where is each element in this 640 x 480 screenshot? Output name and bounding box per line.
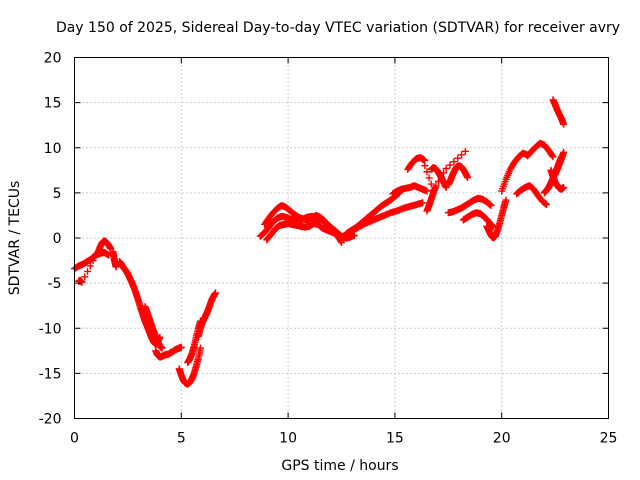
data-point xyxy=(350,231,358,239)
y-tick-label: 10 xyxy=(44,141,62,157)
data-point xyxy=(450,158,458,166)
series-seg9 xyxy=(194,289,219,340)
data-point xyxy=(454,154,462,162)
x-tick-label: 5 xyxy=(177,431,186,447)
data-point xyxy=(560,148,568,156)
data-point xyxy=(89,257,97,265)
series-seg7 xyxy=(175,344,205,388)
series-seg3 xyxy=(109,248,120,271)
chart-title: Day 150 of 2025, Sidereal Day-to-day VTE… xyxy=(56,20,620,36)
data-point xyxy=(442,165,450,173)
data-point xyxy=(502,196,510,204)
y-axis-ticks: -20 -15 -10 -5 0 5 10 15 20 xyxy=(39,51,609,428)
data-point xyxy=(560,183,568,191)
series-seg5 xyxy=(141,303,166,352)
series-seg27 xyxy=(547,166,568,193)
series-seg24 xyxy=(513,182,551,209)
data-point xyxy=(543,201,551,209)
series-seg29 xyxy=(551,148,568,179)
data-point xyxy=(425,174,433,182)
data-point xyxy=(488,222,496,230)
x-tick-label: 25 xyxy=(600,431,618,447)
grid-lines xyxy=(74,57,609,419)
data-point xyxy=(487,202,495,210)
data-point xyxy=(78,278,86,286)
x-axis-ticks: 0 5 10 15 20 25 xyxy=(70,57,618,447)
series-seg6 xyxy=(152,343,185,361)
data-point xyxy=(434,178,442,186)
y-tick-label: 0 xyxy=(53,231,62,247)
series-seg30 xyxy=(419,147,469,194)
data-point xyxy=(423,168,431,176)
x-tick-label: 10 xyxy=(279,431,297,447)
y-tick-label: 20 xyxy=(44,51,62,67)
x-tick-label: 20 xyxy=(493,431,511,447)
y-tick-label: -15 xyxy=(39,366,62,382)
data-point xyxy=(421,162,429,170)
data-point xyxy=(549,153,557,161)
series-seg21 xyxy=(483,196,510,242)
data-point xyxy=(542,200,550,208)
series-seg15 xyxy=(389,182,431,198)
data-point xyxy=(464,174,472,182)
series-seg19 xyxy=(444,162,472,189)
data-point xyxy=(423,187,431,195)
series-seg22 xyxy=(459,209,497,231)
data-point xyxy=(432,182,440,190)
y-tick-label: -20 xyxy=(39,412,62,428)
series-seg14 xyxy=(348,199,427,235)
series-seg25 xyxy=(523,139,557,161)
x-tick-label: 0 xyxy=(70,431,79,447)
data-point xyxy=(560,120,568,128)
data-point xyxy=(437,173,445,181)
series-seg28 xyxy=(549,96,568,128)
data-point xyxy=(458,151,466,159)
data-point xyxy=(429,186,437,194)
data-points xyxy=(71,96,568,388)
data-point xyxy=(197,344,205,352)
y-tick-label: -10 xyxy=(39,321,62,337)
data-point xyxy=(419,199,427,207)
data-point xyxy=(419,155,427,163)
series-seg12 xyxy=(263,220,348,244)
data-point xyxy=(489,223,497,231)
series-seg20 xyxy=(444,194,495,217)
data-point xyxy=(158,344,166,352)
data-point xyxy=(84,267,92,275)
series-seg17 xyxy=(427,164,450,191)
data-point xyxy=(211,289,219,297)
x-tick-label: 15 xyxy=(386,431,404,447)
data-point xyxy=(486,201,494,209)
data-point xyxy=(461,147,469,155)
y-tick-label: 15 xyxy=(44,96,62,112)
data-point xyxy=(440,169,448,177)
y-tick-label: -5 xyxy=(48,276,62,292)
x-axis-label: GPS time / hours xyxy=(281,458,398,474)
data-point xyxy=(86,262,94,270)
data-point xyxy=(177,343,185,351)
data-point xyxy=(446,161,454,169)
data-point xyxy=(112,263,120,271)
y-axis-label: SDTVAR / TECUs xyxy=(7,181,23,296)
data-point xyxy=(81,273,89,281)
y-tick-label: 5 xyxy=(53,186,62,202)
data-point xyxy=(427,180,435,188)
data-point xyxy=(548,152,556,160)
